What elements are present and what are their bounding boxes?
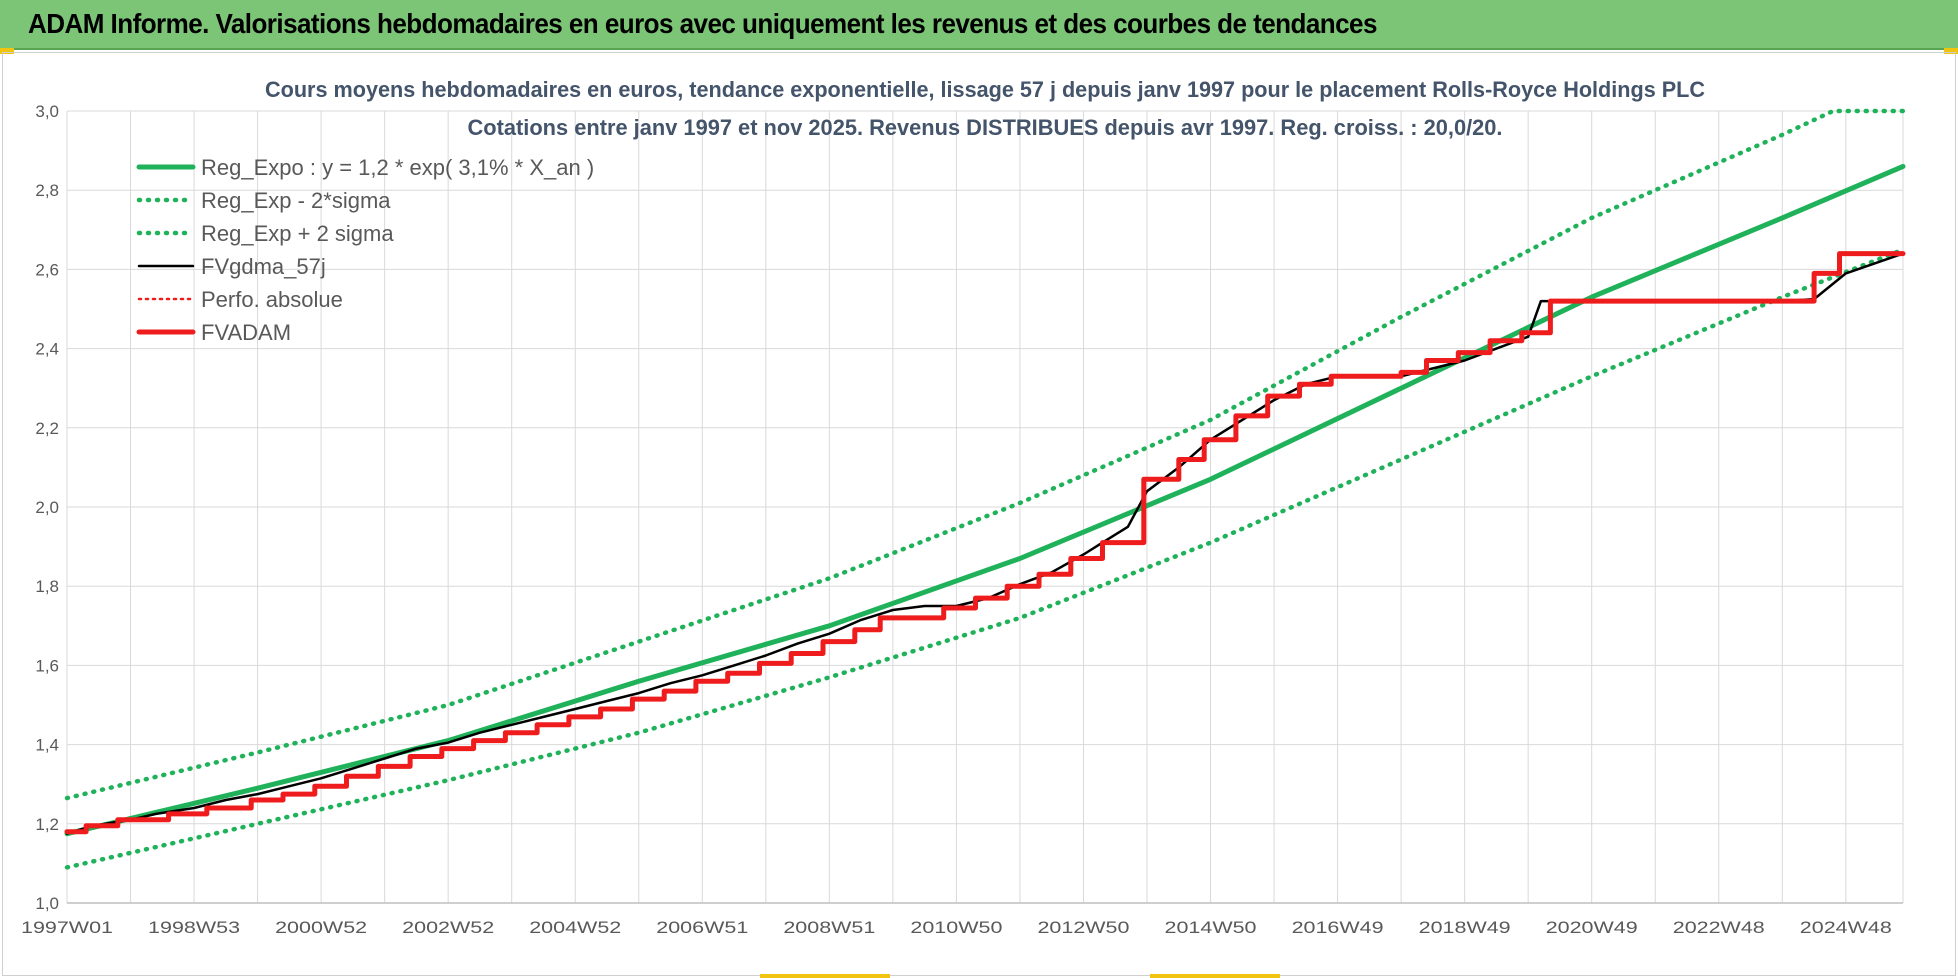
legend-label: Reg_Exp + 2 sigma	[201, 221, 394, 246]
legend-label: FVgdma_57j	[201, 254, 326, 279]
x-tick-label: 1997W01	[21, 918, 113, 937]
y-tick-label: 1,0	[35, 894, 59, 913]
x-tick-label: 1998W53	[148, 918, 240, 937]
x-tick-label: 2024W48	[1800, 918, 1892, 937]
series-fvadam	[64, 251, 1906, 835]
page-title: ADAM Informe. Valorisations hebdomadaire…	[28, 8, 1377, 39]
x-tick-label: 2014W50	[1165, 918, 1257, 937]
y-tick-label: 3,0	[35, 102, 59, 121]
y-tick-label: 2,4	[35, 340, 59, 359]
series-reg-expo	[64, 163, 1906, 837]
corner-accent-right	[1944, 48, 1958, 54]
x-tick-label: 2016W49	[1292, 918, 1384, 937]
x-tick-label: 2012W50	[1037, 918, 1129, 937]
y-tick-label: 1,8	[35, 577, 59, 596]
series-reg-exp-plus	[64, 108, 1906, 801]
chart: 1,0 1,2 1,4 1,6 1,8 2,0 2,2 2,4 2,6 2,8 3,0 1997W01…	[21, 77, 1906, 937]
x-tick-label: 2010W50	[910, 918, 1002, 937]
chart-frame: 1,0 1,2 1,4 1,6 1,8 2,0 2,2 2,4 2,6 2,8 3,0 1997W01…	[2, 52, 1956, 976]
y-tick-label: 1,2	[35, 815, 59, 834]
x-tick-label: 2004W52	[529, 918, 621, 937]
legend-label: FVADAM	[201, 320, 291, 345]
bottom-accent-1	[760, 974, 890, 978]
y-tick-label: 1,6	[35, 656, 59, 675]
series-reg-exp-minus	[64, 247, 1906, 870]
chart-title: Cours moyens hebdomadaires en euros, ten…	[265, 77, 1705, 102]
x-tick-label: 2008W51	[783, 918, 875, 937]
y-tick-label: 2,2	[35, 419, 59, 438]
x-tick-label: 2002W52	[402, 918, 494, 937]
x-tick-label: 2020W49	[1546, 918, 1638, 937]
legend-label: Perfo. absolue	[201, 287, 343, 312]
x-tick-label: 2022W48	[1673, 918, 1765, 937]
y-tick-label: 2,0	[35, 498, 59, 517]
y-tick-label: 2,8	[35, 181, 59, 200]
chart-subtitle: Cotations entre janv 1997 et nov 2025. R…	[468, 115, 1503, 140]
series-fvgdma	[65, 252, 1905, 835]
header-banner: ADAM Informe. Valorisations hebdomadaire…	[0, 0, 1958, 50]
y-tick-label: 1,4	[35, 736, 59, 755]
legend-label: Reg_Expo : y = 1,2 * exp( 3,1% * X_an )	[201, 155, 594, 180]
y-tick-label: 2,6	[35, 260, 59, 279]
x-tick-label: 2018W49	[1419, 918, 1511, 937]
x-tick-label: 2006W51	[656, 918, 748, 937]
corner-accent-left	[0, 48, 14, 54]
legend-label: Reg_Exp - 2*sigma	[201, 188, 391, 213]
bottom-accent-2	[1150, 974, 1280, 978]
x-tick-label: 2000W52	[275, 918, 367, 937]
